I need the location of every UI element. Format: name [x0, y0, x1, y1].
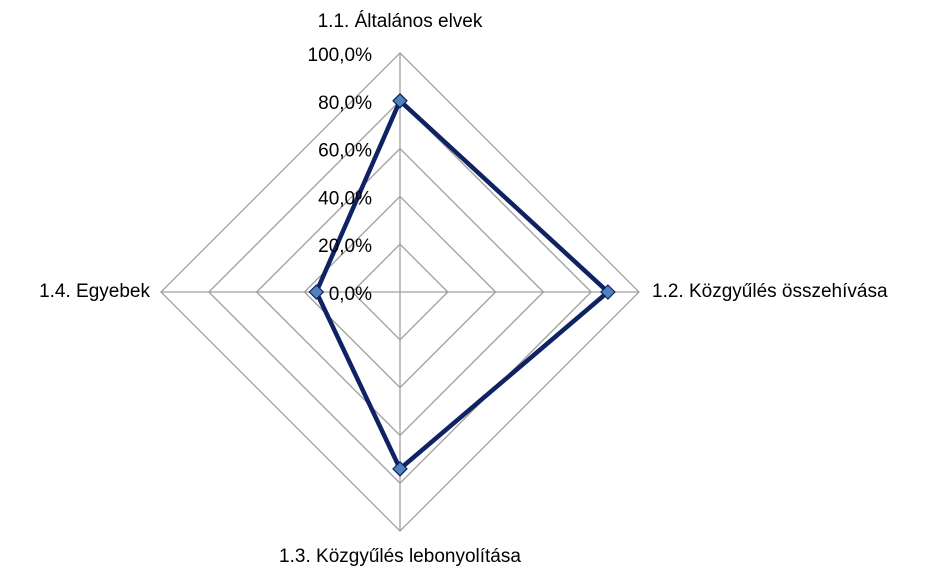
marker: [600, 284, 616, 300]
marker: [392, 92, 408, 109]
r-tick-label: 60,0%: [318, 141, 372, 162]
grid-ring: [351, 243, 449, 341]
category-label: 1.4. Egyebek: [39, 281, 150, 302]
category-label: 1.2. Közgyűlés összehívása: [652, 281, 888, 302]
grid-ring: [255, 147, 545, 437]
r-tick-label: 40,0%: [318, 188, 372, 209]
r-tick-label: 80,0%: [318, 93, 372, 114]
grid-ring: [207, 99, 593, 485]
r-tick-label: 100,0%: [308, 45, 373, 66]
category-label: 1.3. Közgyűlés lebonyolítása: [279, 546, 521, 567]
grid-ring: [303, 195, 497, 389]
marker: [308, 284, 325, 300]
r-tick-label: 0,0%: [329, 284, 372, 305]
marker: [392, 461, 408, 477]
category-label: 1.1. Általános elvek: [318, 11, 483, 32]
r-tick-label: 20,0%: [318, 236, 372, 257]
grid-ring: [160, 52, 640, 532]
